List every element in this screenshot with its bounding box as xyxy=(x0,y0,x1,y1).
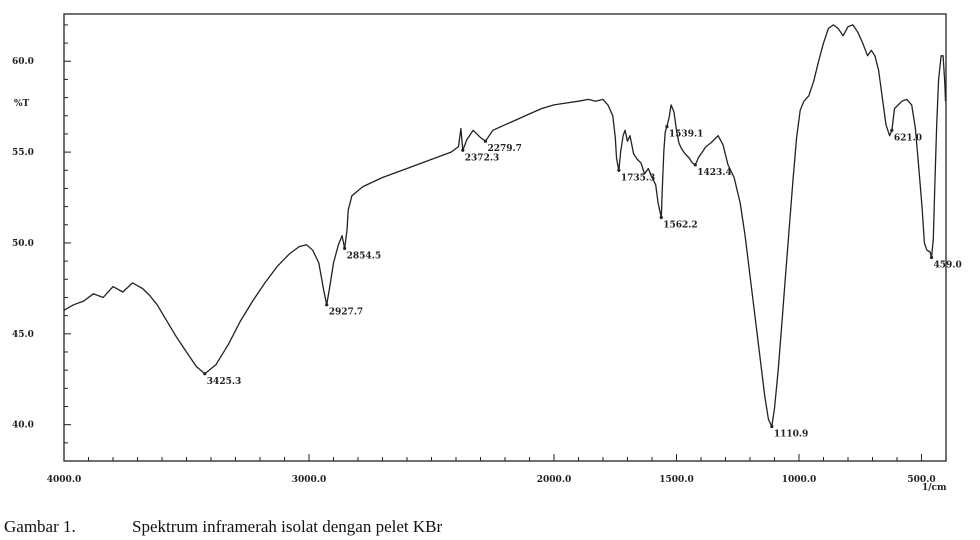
peak-marker xyxy=(203,372,207,376)
peak-marker xyxy=(770,424,774,429)
y-tick-label: 40.0 xyxy=(12,421,34,431)
x-axis-unit-label: 1/cm xyxy=(922,483,947,493)
peak-marker xyxy=(929,255,934,260)
figure-caption: Gambar 1. Spektrum inframerah isolat deng… xyxy=(4,517,442,537)
y-axis-title: %T xyxy=(14,99,30,109)
peak-label: 1110.9 xyxy=(774,429,808,439)
peak-marker xyxy=(461,148,465,152)
caption-text: Spektrum inframerah isolat dengan pelet … xyxy=(132,517,443,536)
peak-marker xyxy=(483,139,488,143)
peak-label: 1423.4 xyxy=(697,168,731,178)
peak-label: 3425.3 xyxy=(207,377,241,387)
peak-marker xyxy=(325,303,329,307)
x-tick-label: 1000.0 xyxy=(782,475,816,485)
x-tick-label: 1500.0 xyxy=(659,475,693,485)
peak-label: 621.0 xyxy=(894,133,922,143)
x-tick-label: 4000.0 xyxy=(47,475,81,485)
peak-label: 2372.3 xyxy=(465,153,499,163)
peak-marker xyxy=(617,168,621,172)
y-tick-label: 45.0 xyxy=(12,330,34,340)
peak-label: 2279.7 xyxy=(487,144,521,154)
peak-marker xyxy=(659,215,663,220)
x-tick-label: 500.0 xyxy=(907,475,935,485)
peak-label: 2854.5 xyxy=(347,251,381,261)
peak-marker xyxy=(890,128,894,132)
peak-marker xyxy=(693,163,697,167)
caption-number: Gambar 1. xyxy=(4,517,76,536)
ir-spectrum-chart: %T 1/cm 60.0 55.0 50.0 45.0 40.0 4000.0 3000.0… xyxy=(12,13,962,493)
y-tick-label: 55.0 xyxy=(12,148,34,158)
y-tick-label: 60.0 xyxy=(12,57,34,67)
peak-marker xyxy=(665,125,669,129)
x-tick-label: 3000.0 xyxy=(292,475,326,485)
peak-label: 1539.1 xyxy=(669,130,703,140)
peak-label: 459.0 xyxy=(934,260,962,270)
peak-marker xyxy=(343,246,347,251)
peak-label: 1562.2 xyxy=(663,221,697,231)
peak-label: 1735.3 xyxy=(621,173,655,183)
spectrum-line xyxy=(63,24,947,428)
y-tick-label: 50.0 xyxy=(12,239,34,249)
x-tick-label: 2000.0 xyxy=(537,475,571,485)
peak-label: 2927.7 xyxy=(329,308,363,318)
